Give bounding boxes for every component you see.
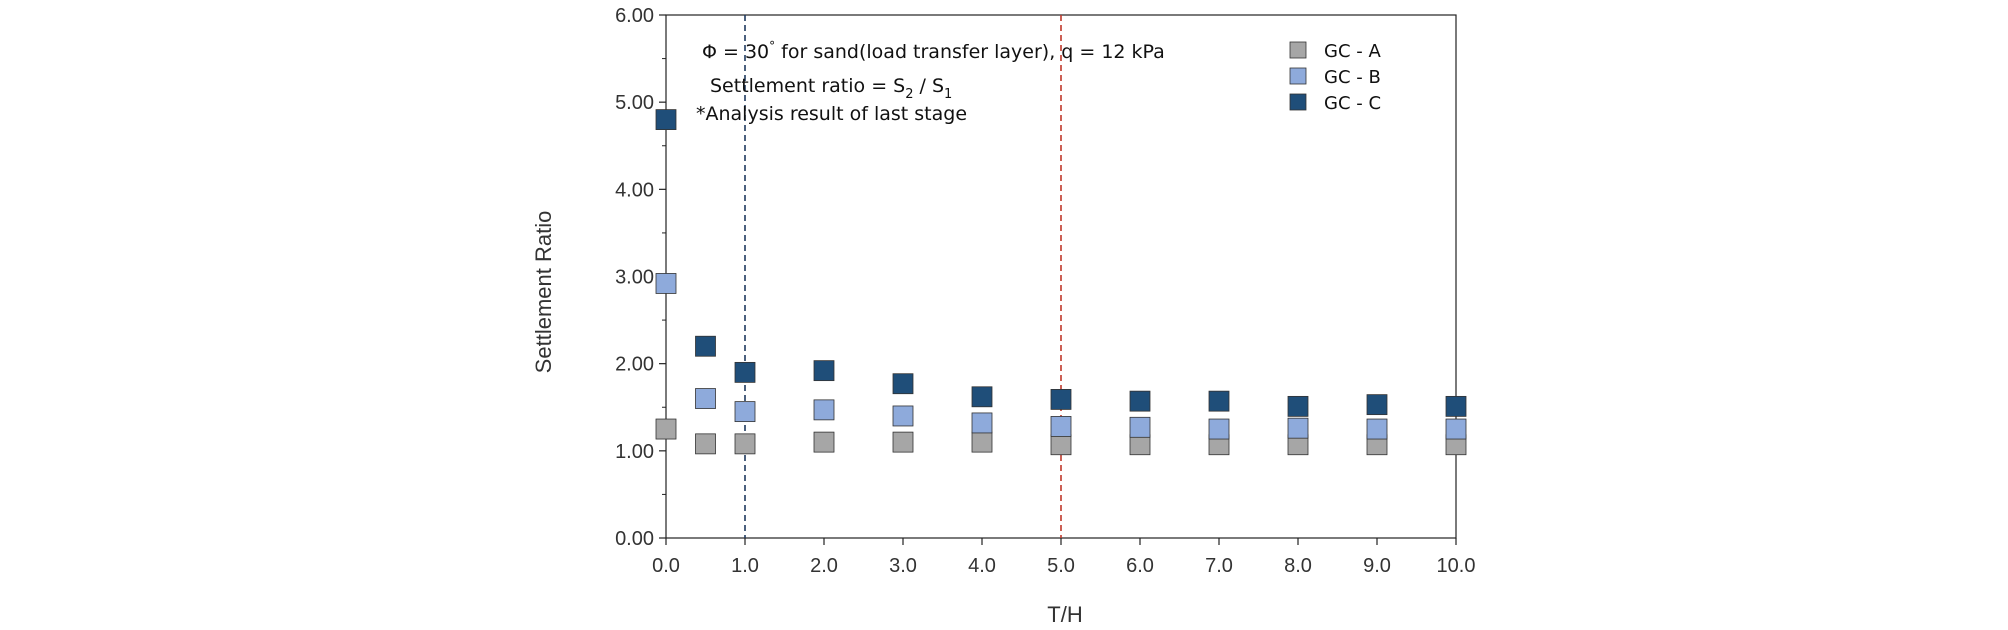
data-point-gc-a <box>695 433 716 455</box>
annotation-settlement-ratio: Settlement ratio = S2 / S1 <box>710 75 952 102</box>
y-tick-label: 4.00 <box>615 179 654 201</box>
data-point-gc-b <box>1050 416 1072 437</box>
legend-swatch-gc-c <box>1289 93 1307 111</box>
annotation-friction-prefix: Φ = 30 <box>702 41 769 63</box>
data-point-gc-c <box>734 361 756 383</box>
y-tick-label: 2.00 <box>615 354 654 376</box>
data-point-gc-b <box>892 405 914 427</box>
data-point-gc-b <box>971 412 993 434</box>
y-axis: 0.00 1.00 2.00 3.00 4.00 5.00 6.00 <box>615 5 666 550</box>
x-tick-label: 10.0 <box>1437 555 1476 577</box>
data-point-gc-b <box>1366 418 1388 440</box>
x-tick-label: 7.0 <box>1205 555 1233 577</box>
data-point-gc-c <box>1129 390 1151 412</box>
legend-swatch-gc-b <box>1289 67 1307 85</box>
data-point-gc-a <box>734 433 756 455</box>
annotation-friction-suffix: for sand(load transfer layer), q = 12 kP… <box>775 41 1165 63</box>
annotation-friction-angle: Φ = 30° for sand(load transfer layer), q… <box>702 39 1165 63</box>
x-tick-label: 1.0 <box>731 555 759 577</box>
x-tick-label: 9.0 <box>1363 555 1391 577</box>
data-point-gc-c <box>1445 395 1467 417</box>
annotation-ratio-sub2: 1 <box>944 87 952 102</box>
annotation-last-stage: *Analysis result of last stage <box>696 103 967 125</box>
x-tick-label: 0.0 <box>652 555 680 577</box>
legend-label-gc-b: GC - B <box>1324 67 1381 88</box>
y-tick-label: 0.00 <box>615 528 654 550</box>
legend-swatch-gc-a <box>1289 41 1307 59</box>
data-point-gc-c <box>655 109 677 130</box>
y-tick-label: 1.00 <box>615 441 654 463</box>
data-point-gc-a <box>1050 434 1072 456</box>
annotation-ratio-sub1: 2 <box>905 87 913 102</box>
data-point-gc-b <box>1445 418 1467 440</box>
data-point-gc-c <box>892 373 914 395</box>
data-point-gc-b <box>813 399 835 421</box>
x-tick-label: 3.0 <box>889 555 917 577</box>
data-point-gc-b <box>734 401 756 423</box>
data-point-gc-c <box>813 360 835 382</box>
data-point-gc-b <box>1287 417 1309 439</box>
data-point-gc-b <box>655 273 677 294</box>
data-point-gc-c <box>1366 394 1388 416</box>
x-axis: 0.0 1.0 2.0 3.0 4.0 5.0 6.0 7.0 8.0 9.0 10.0 <box>652 538 1475 577</box>
data-point-gc-c <box>971 386 993 408</box>
x-tick-label: 4.0 <box>968 555 996 577</box>
data-point-gc-c <box>1050 389 1072 410</box>
data-point-gc-c <box>695 335 716 357</box>
data-point-gc-b <box>695 388 716 409</box>
y-tick-label: 6.00 <box>615 5 654 27</box>
y-tick-label: 5.00 <box>615 92 654 114</box>
data-point-gc-b <box>1129 416 1151 438</box>
legend-label-gc-c: GC - C <box>1324 93 1381 114</box>
annotation-degree-sign: ° <box>769 39 775 53</box>
data-markers <box>655 109 1467 456</box>
data-point-gc-c <box>1208 390 1230 412</box>
legend-label-gc-a: GC - A <box>1324 41 1381 62</box>
data-point-gc-a <box>655 418 677 440</box>
annotation-ratio-prefix: Settlement ratio = S <box>710 75 905 97</box>
data-point-gc-c <box>1287 395 1309 417</box>
x-axis-title: T/H <box>1047 602 1082 627</box>
data-point-gc-a <box>1129 434 1151 456</box>
annotation-ratio-mid: / S <box>914 75 945 97</box>
data-point-gc-b <box>1208 418 1230 440</box>
data-point-gc-a <box>971 431 993 453</box>
x-tick-label: 6.0 <box>1126 555 1154 577</box>
data-point-gc-a <box>892 431 914 453</box>
x-tick-label: 8.0 <box>1284 555 1312 577</box>
legend: GC - A GC - B GC - C <box>1289 41 1381 114</box>
y-axis-title: Settlement Ratio <box>531 211 556 374</box>
x-tick-label: 5.0 <box>1047 555 1075 577</box>
y-tick-label: 3.00 <box>615 267 654 289</box>
x-tick-label: 2.0 <box>810 555 838 577</box>
data-point-gc-a <box>813 431 835 453</box>
